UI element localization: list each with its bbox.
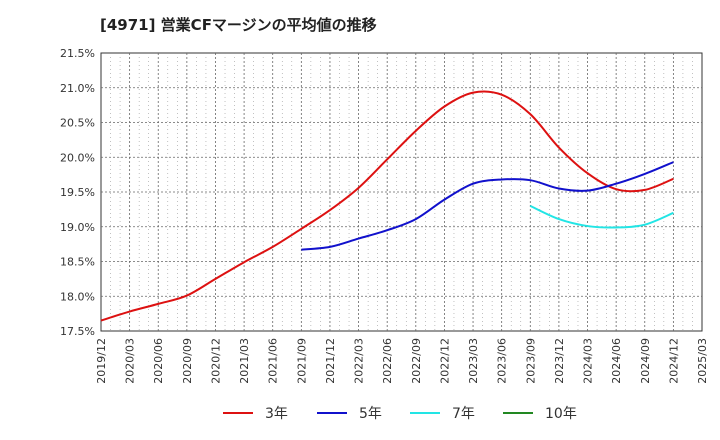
x-tick-label: 2023/09 [524,338,537,384]
series-line-3 [529,204,674,229]
y-tick-label: 21.0% [60,82,95,95]
series-lines [100,90,674,322]
y-tick-label: 19.5% [60,186,95,199]
x-tick-label: 2021/09 [295,338,308,384]
x-tick-label: 2019/12 [95,338,108,384]
x-tick-label: 2021/12 [324,338,337,384]
y-tick-label: 21.5% [60,47,95,60]
y-tick-label: 20.5% [60,117,95,130]
legend-label: 5年 [359,406,382,422]
x-tick-label: 2024/06 [610,338,623,384]
x-tick-label: 2022/06 [381,338,394,384]
x-tick-label: 2024/09 [639,338,652,384]
x-tick-label: 2021/03 [238,338,251,384]
axes: 21.5% 21.0% 20.5% 20.0% 19.5% 19.0% 18.5% 18.0%… [60,47,709,384]
legend-label: 10年 [545,406,577,422]
x-tick-label: 2023/06 [496,338,509,384]
y-tick-label: 20.0% [60,151,95,164]
y-tick-label: 19.0% [60,221,95,234]
series-line-1 [100,90,674,322]
series-line-2 [301,161,674,251]
chart-title: [4971] 営業CFマージンの平均値の推移 [100,16,377,34]
legend-label: 7年 [452,406,475,422]
x-tick-label: 2020/06 [152,338,165,384]
x-tick-label: 2020/03 [124,338,137,384]
x-tick-label: 2024/12 [667,338,680,384]
legend: 3年 5年 7年 10年 [223,406,577,422]
y-tick-label: 18.5% [60,256,95,269]
x-tick-label: 2022/03 [353,338,366,384]
x-tick-label: 2022/12 [438,338,451,384]
x-tick-label: 2025/03 [696,338,709,384]
x-tick-label: 2021/06 [267,338,280,384]
x-tick-label: 2022/09 [410,338,423,384]
y-tick-label: 17.5% [60,325,95,338]
x-tick-label: 2024/03 [582,338,595,384]
x-tick-label: 2020/12 [209,338,222,384]
grid [100,52,703,332]
x-tick-label: 2023/03 [467,338,480,384]
legend-label: 3年 [265,406,288,422]
x-tick-label: 2020/09 [181,338,194,384]
y-tick-label: 18.0% [60,290,95,303]
x-tick-label: 2023/12 [553,338,566,384]
